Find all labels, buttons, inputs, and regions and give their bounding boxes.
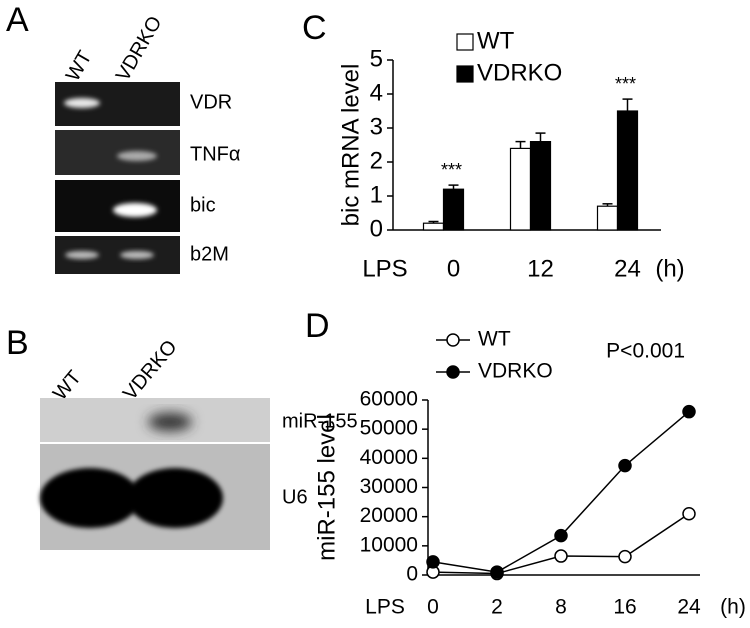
- x-tick-label: 12: [527, 255, 554, 282]
- point: [682, 507, 696, 521]
- x-tick-label: 24: [677, 596, 701, 619]
- point: [554, 549, 568, 563]
- point: [618, 458, 632, 473]
- y-tick-label: 60000: [360, 388, 418, 411]
- bar: [529, 141, 552, 231]
- y-tick-label: 30000: [360, 475, 418, 498]
- point: [554, 528, 568, 543]
- x-unit: (h): [655, 255, 684, 282]
- gel-band: [148, 413, 192, 431]
- legend-swatch: [456, 65, 474, 83]
- panel-letter: C: [302, 9, 327, 47]
- band-label: miR-155: [282, 410, 358, 432]
- x-axis-label: LPS: [362, 255, 407, 282]
- gel-a: [55, 82, 180, 274]
- lane-label: WT: [62, 47, 97, 85]
- x-tick-label: 24: [614, 255, 641, 282]
- y-tick-label: 10000: [360, 533, 418, 556]
- y-tick-label: 5: [370, 45, 383, 72]
- point: [490, 565, 504, 579]
- point: [618, 549, 632, 564]
- gel-band: [120, 251, 154, 259]
- x-tick-label: 16: [613, 596, 636, 619]
- bar: [596, 205, 619, 231]
- annotation: P<0.001: [606, 340, 685, 363]
- bar: [422, 222, 445, 231]
- y-tick-label: 4: [370, 79, 383, 106]
- bar: [442, 188, 465, 231]
- gel-band: [64, 98, 100, 108]
- band-label: TNFα: [190, 143, 240, 165]
- legend-label: WT: [478, 328, 511, 351]
- legend-label: VDRKO: [477, 59, 562, 86]
- x-tick-label: 0: [427, 596, 439, 619]
- gel-b: [40, 398, 270, 550]
- bar: [616, 110, 639, 231]
- gel-band: [113, 203, 157, 217]
- x-unit: (h): [720, 596, 746, 619]
- significance: ***: [615, 74, 636, 94]
- legend-label: VDRKO: [478, 360, 553, 383]
- y-axis-label: miR-155 level: [313, 414, 340, 561]
- x-tick-label: 2: [491, 596, 503, 619]
- band-label: VDR: [190, 91, 232, 113]
- band-label: bic: [190, 194, 216, 216]
- y-axis-label: bic mRNA level: [337, 64, 364, 227]
- x-tick-label: 0: [447, 255, 460, 282]
- legend-label: WT: [477, 27, 515, 54]
- y-tick-label: 2: [370, 147, 383, 174]
- significance: ***: [441, 160, 462, 180]
- legend-swatch: [456, 33, 474, 51]
- legend-marker: [446, 333, 460, 347]
- y-tick-label: 1: [370, 181, 383, 208]
- bar: [509, 147, 532, 231]
- legend-marker: [446, 365, 460, 379]
- series-line: [432, 513, 690, 575]
- gel-row: [55, 130, 180, 175]
- x-tick-label: 8: [555, 596, 567, 619]
- x-axis-label: LPS: [365, 596, 405, 619]
- band-label: b2M: [190, 243, 229, 265]
- y-tick-label: 40000: [360, 446, 418, 469]
- lane-label: VDRKO: [112, 13, 167, 86]
- panel-letter: D: [305, 307, 330, 345]
- gel-band: [65, 251, 99, 259]
- gel-band: [117, 151, 157, 161]
- y-tick-label: 20000: [360, 504, 418, 527]
- point: [426, 555, 440, 569]
- gel-band: [40, 468, 140, 528]
- y-tick-label: 50000: [360, 417, 418, 440]
- lane-label: VDRKO: [119, 336, 182, 405]
- y-tick-label: 3: [370, 113, 383, 140]
- panel-letter: A: [6, 1, 29, 39]
- gel-band: [127, 468, 223, 528]
- y-tick-label: 0: [370, 215, 383, 242]
- point: [682, 404, 696, 419]
- series-line: [432, 411, 690, 573]
- y-tick-label: 0: [406, 563, 418, 586]
- band-label: U6: [282, 486, 308, 508]
- panel-letter: B: [6, 324, 29, 362]
